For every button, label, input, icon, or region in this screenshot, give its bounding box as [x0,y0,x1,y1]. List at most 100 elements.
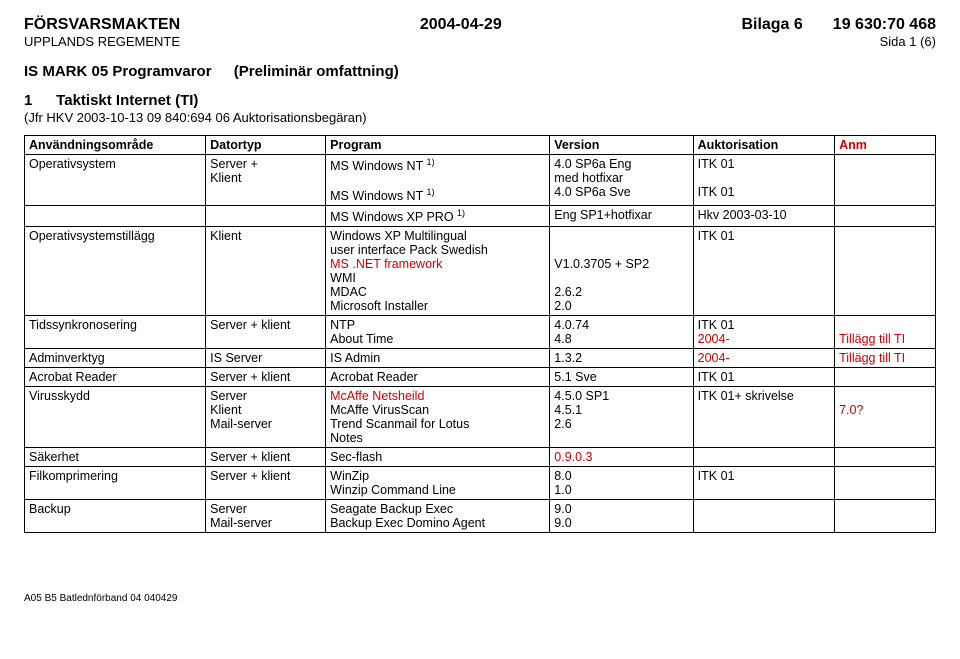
ver-line: 1.0 [554,483,571,497]
cell-anm [835,368,936,387]
ver-line: 2.6 [554,417,571,431]
cell-program: Acrobat Reader [326,368,550,387]
table-row: MS Windows XP PRO 1) Eng SP1+hotfixar Hk… [25,206,936,227]
cell-area: Backup [25,500,206,533]
prog-line: MS Windows NT [330,159,426,173]
cell-program: IS Admin [326,349,550,368]
cell-version: Eng SP1+hotfixar [550,206,693,227]
prog-line: WinZip [330,469,369,483]
col-program: Program [326,136,550,155]
table-row: Filkomprimering Server + klient WinZip W… [25,467,936,500]
ver-line: 9.0 [554,516,571,530]
software-table: Användningsområde Datortyp Program Versi… [24,135,936,533]
ver-line: 4.0 SP6a Eng [554,157,631,171]
cell-program: WinZip Winzip Command Line [326,467,550,500]
cell-anm [835,500,936,533]
ver-line: 2.6.2 [554,285,582,299]
auth-line: ITK 01 [698,157,735,171]
cell-version: 0.9.0.3 [550,448,693,467]
cell-auth [693,500,834,533]
cell-anm: Tillägg till TI [835,349,936,368]
bilaga: Bilaga 6 [741,16,802,34]
ver-line: med hotfixar [554,171,623,185]
cell-area: Säkerhet [25,448,206,467]
prog-line: Microsoft Installer [330,299,428,313]
table-row: Operativsystem Server + Klient MS Window… [25,155,936,206]
table-row: Acrobat Reader Server + klient Acrobat R… [25,368,936,387]
cell-dtype: Server + klient [206,368,326,387]
dtype-line: Mail-server [210,417,272,431]
cell-area: Tidssynkronosering [25,316,206,349]
cell-version: 8.0 1.0 [550,467,693,500]
cell-version: 9.0 9.0 [550,500,693,533]
cell-auth: ITK 01 [693,368,834,387]
prog-line: About Time [330,332,393,346]
col-anm: Anm [835,136,936,155]
table-row: Tidssynkronosering Server + klient NTP A… [25,316,936,349]
table-row: Virusskydd Server Klient Mail-server McA… [25,387,936,448]
col-version: Version [550,136,693,155]
prog-line: Notes [330,431,363,445]
cell-version: V1.0.3705 + SP2 2.6.2 2.0 [550,227,693,316]
cell-program: McAffe Netsheild McAffe VirusScan Trend … [326,387,550,448]
cell-auth: ITK 01 [693,227,834,316]
doc-title-main: IS MARK 05 Programvaror [24,63,212,80]
cell-version: 4.0.74 4.8 [550,316,693,349]
prog-line: Trend Scanmail for Lotus [330,417,469,431]
dtype-line: Mail-server [210,516,272,530]
auth-line: 2004- [698,332,730,346]
section-heading: 1 Taktiskt Internet (TI) [24,92,936,109]
doc-date: 2004-04-29 [420,16,502,34]
ver-line: 4.5.0 SP1 [554,389,609,403]
doc-title: IS MARK 05 Programvaror (Preliminär omfa… [24,63,936,80]
doc-header-sub: UPPLANDS REGEMENTE Sida 1 (6) [24,34,936,49]
col-auth: Auktorisation [693,136,834,155]
cell-version: 5.1 Sve [550,368,693,387]
prog-line: McAffe VirusScan [330,403,429,417]
cell-anm [835,467,936,500]
cell-auth [693,448,834,467]
cell-area: Operativsystem [25,155,206,206]
cell-program: MS Windows XP PRO 1) [326,206,550,227]
cell-program: Windows XP Multilingual user interface P… [326,227,550,316]
doc-footer: A05 B5 Batlednförband 04 040429 [24,593,936,604]
cell-anm: 7.0? [835,387,936,448]
org-top: FÖRSVARSMAKTEN [24,16,180,34]
cell-dtype: Server + klient [206,467,326,500]
ver-line: 4.0.74 [554,318,589,332]
col-dtype: Datortyp [206,136,326,155]
superscript: 1) [426,157,434,167]
cell-program: Seagate Backup Exec Backup Exec Domino A… [326,500,550,533]
cell-anm [835,206,936,227]
dtype-line: Klient [210,403,241,417]
cell-dtype [206,206,326,227]
prog-line: MS .NET framework [330,257,442,271]
cell-dtype: IS Server [206,349,326,368]
cell-auth: ITK 01 2004- [693,316,834,349]
cell-area [25,206,206,227]
prog-line: McAffe Netsheild [330,389,424,403]
superscript: 1) [457,208,465,218]
prog-line: NTP [330,318,355,332]
cell-version: 1.3.2 [550,349,693,368]
ver-line: 8.0 [554,469,571,483]
prog-line: Windows XP Multilingual [330,229,467,243]
doc-header-top: FÖRSVARSMAKTEN 2004-04-29 Bilaga 6 19 63… [24,16,936,34]
cell-auth: ITK 01 [693,467,834,500]
auth-line: ITK 01 [698,185,735,199]
cell-area: Adminverktyg [25,349,206,368]
cell-area: Acrobat Reader [25,368,206,387]
table-row: Säkerhet Server + klient Sec-flash 0.9.0… [25,448,936,467]
cell-auth: ITK 01+ skrivelse [693,387,834,448]
cell-dtype: Server Mail-server [206,500,326,533]
ver-line: 9.0 [554,502,571,516]
section-name: Taktiskt Internet (TI) [56,92,198,109]
prog-line: Seagate Backup Exec [330,502,453,516]
section-number: 1 [24,92,52,109]
section-subnote: (Jfr HKV 2003-10-13 09 840:694 06 Auktor… [24,110,936,125]
cell-program: Sec-flash [326,448,550,467]
prog-line: user interface Pack Swedish [330,243,488,257]
ver-line: 4.8 [554,332,571,346]
auth-line: ITK 01 [698,229,735,243]
cell-auth: Hkv 2003-03-10 [693,206,834,227]
